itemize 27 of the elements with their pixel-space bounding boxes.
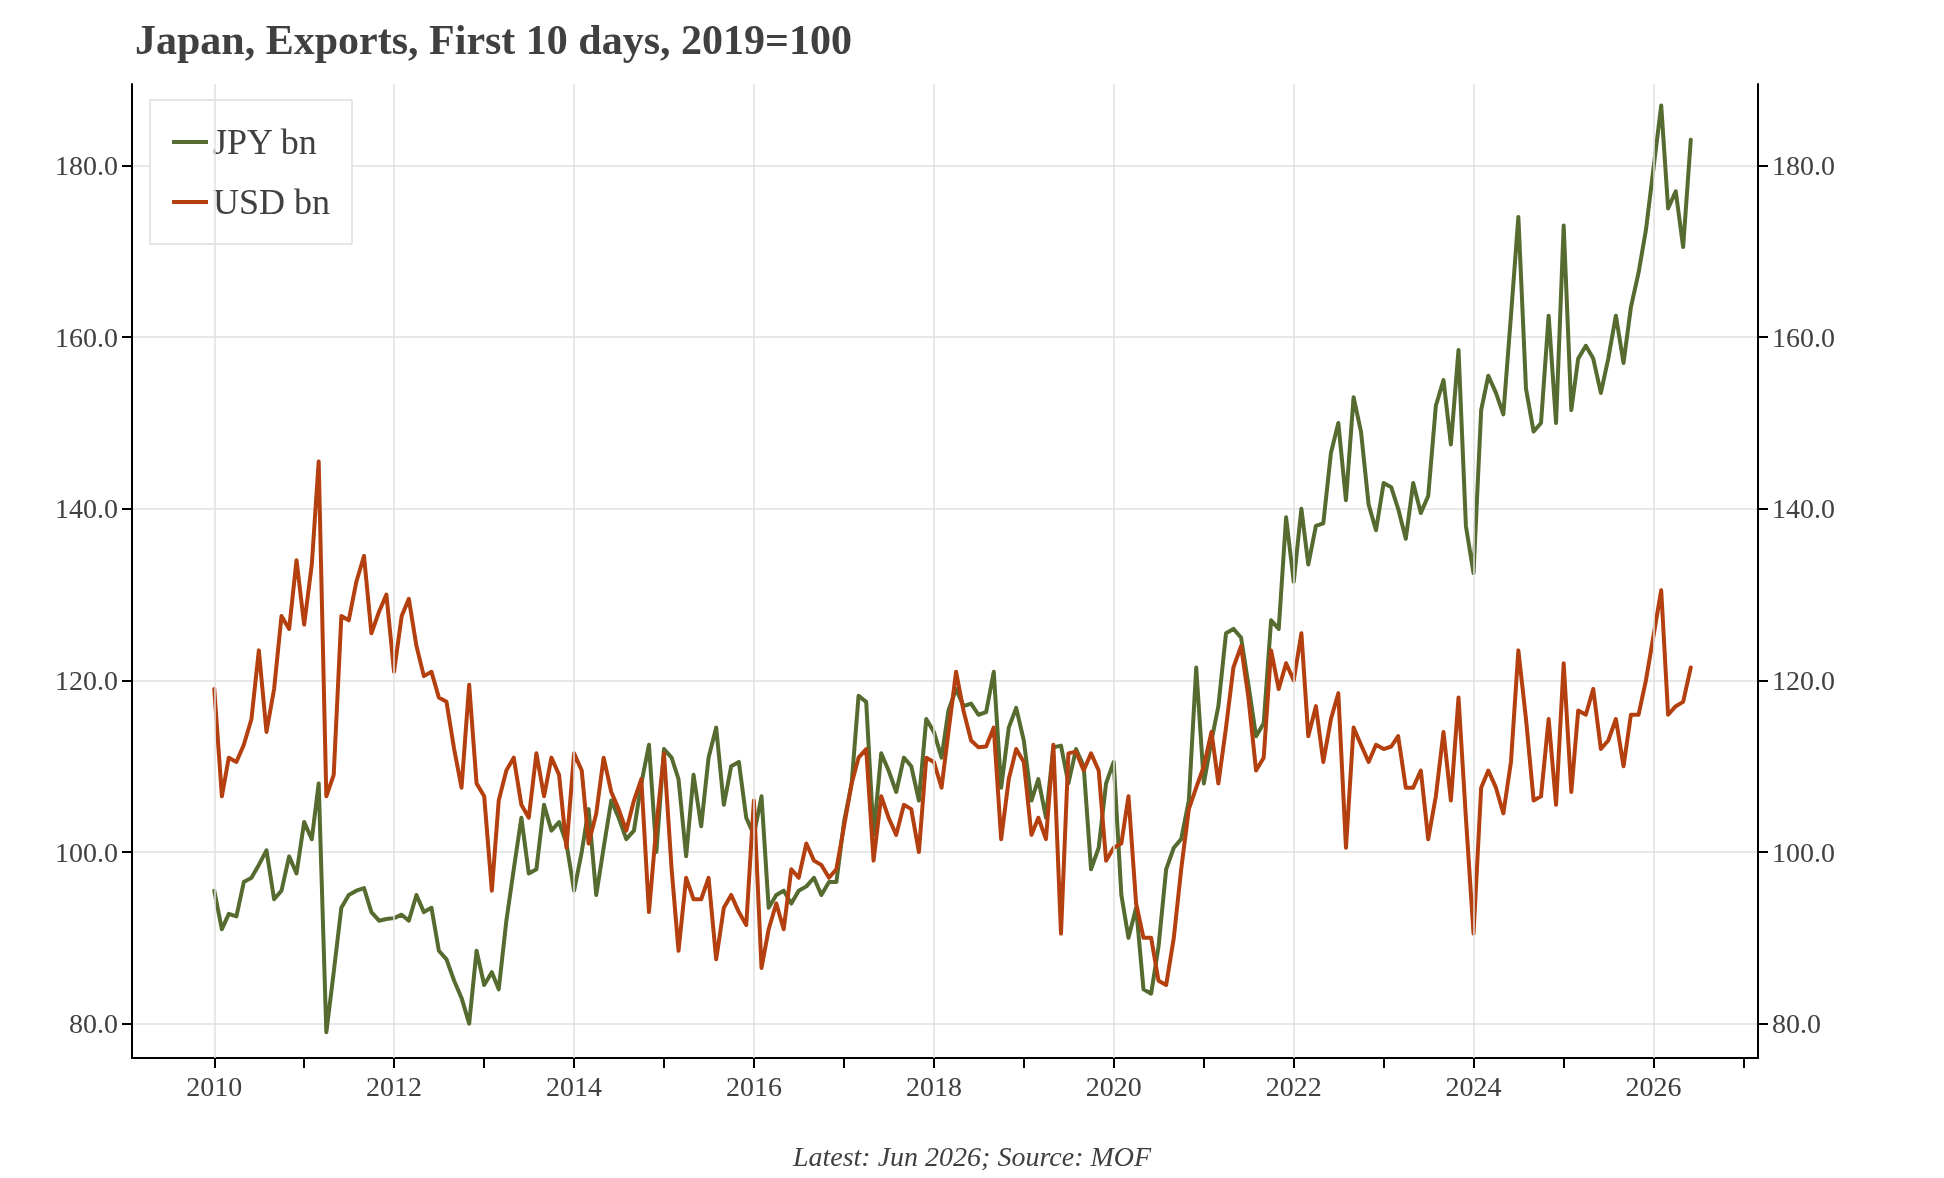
chart-title: Japan, Exports, First 10 days, 2019=100 — [135, 17, 852, 63]
y-tick-label: 100.0 — [55, 836, 118, 868]
y2-tick-label: 100.0 — [1772, 836, 1835, 868]
y-tick-label: 180.0 — [55, 150, 118, 182]
x-tick-label: 2016 — [725, 1070, 782, 1102]
y2-tick-label: 140.0 — [1772, 493, 1835, 525]
x-tick-label: 2012 — [366, 1070, 423, 1102]
x-tick-label: 2020 — [1085, 1070, 1142, 1102]
x-tick-label: 2022 — [1265, 1070, 1322, 1102]
line-series — [212, 459, 1693, 988]
y2-tick-label: 120.0 — [1772, 664, 1835, 696]
line-series — [212, 103, 1693, 1035]
x-tick-label: 2010 — [186, 1070, 243, 1102]
y-tick-label: 120.0 — [55, 664, 118, 696]
x-tick-label: 2024 — [1445, 1070, 1502, 1102]
y-tick-label: 160.0 — [55, 321, 118, 353]
x-tick-label: 2026 — [1625, 1070, 1682, 1102]
x-tick-label: 2014 — [546, 1070, 603, 1102]
text: Latest: Jun 2026; Source: MOF — [791, 1140, 1152, 1172]
y2-tick-label: 180.0 — [1772, 150, 1835, 182]
y2-tick-label: 80.0 — [1772, 1008, 1821, 1040]
y2-tick-label: 160.0 — [1772, 321, 1835, 353]
y-tick-label: 140.0 — [55, 493, 118, 525]
x-tick-label: 2018 — [905, 1070, 962, 1102]
legend-label: USD bn — [213, 182, 331, 222]
y-tick-label: 80.0 — [69, 1008, 118, 1040]
legend-label: JPY bn — [213, 122, 317, 162]
